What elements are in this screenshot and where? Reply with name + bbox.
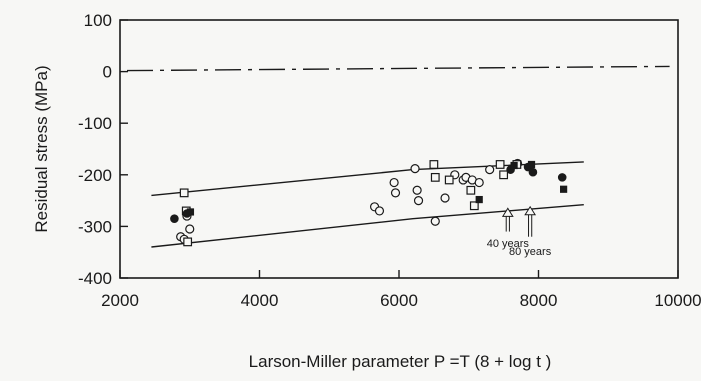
open-circle-point [430, 216, 440, 226]
zero-line [126, 65, 670, 72]
y-axis-title: Residual stress (MPa) [32, 65, 51, 232]
lower-bound [151, 204, 584, 248]
open-square-point [466, 185, 476, 195]
x-tick-label: 2000 [101, 291, 139, 310]
open-circle-point [185, 224, 195, 234]
up-arrow-icon [501, 207, 514, 217]
x-axis: 2000 4000 6000 8000 10000 [101, 270, 701, 310]
y-tick-label: -400 [78, 269, 112, 288]
y-tick-label: -100 [78, 114, 112, 133]
y-tick-label: 100 [84, 11, 112, 30]
open-circle-point [390, 188, 401, 198]
x-tick-label: 8000 [520, 291, 558, 310]
open-circle-point [410, 164, 420, 174]
y-axis: 100 0 -100 -200 -300 -400 [78, 11, 128, 288]
x-tick-label: 4000 [241, 291, 279, 310]
y-tick-label: 0 [103, 63, 112, 82]
open-circle-point [389, 177, 399, 188]
annotation-label: 80 years [509, 246, 552, 258]
open-circle-point [474, 177, 484, 188]
annotation-label: 40 years [487, 238, 530, 250]
open-square-point [499, 170, 509, 180]
data-points [170, 158, 568, 247]
open-square-point [179, 188, 189, 198]
open-circle-point [374, 206, 385, 216]
filled-square-point [560, 185, 568, 193]
filled-circle-point [528, 167, 538, 177]
open-circle-point [440, 193, 450, 203]
filled-circle-point [557, 173, 567, 182]
filled-square-point [527, 160, 536, 169]
open-square-point [495, 160, 505, 169]
open-square-point [444, 175, 454, 185]
open-square-point [429, 160, 439, 169]
open-circle-point [485, 165, 495, 175]
filled-square-point [510, 161, 518, 170]
open-square-point [469, 201, 479, 211]
up-arrow-icon [524, 205, 537, 216]
x-tick-label: 10000 [654, 291, 701, 310]
open-circle-point [413, 196, 424, 206]
filled-circle-point [170, 214, 179, 223]
open-circle-point [412, 185, 422, 195]
filled-square-point [475, 195, 483, 204]
y-tick-label: -200 [78, 166, 112, 185]
open-square-point [183, 237, 193, 247]
x-tick-label: 6000 [380, 291, 418, 310]
y-tick-label: -300 [78, 217, 112, 236]
open-square-point [430, 172, 440, 182]
filled-square-point [186, 208, 195, 216]
x-axis-title: Larson-Miller parameter P =T (8 + log t … [249, 352, 552, 371]
